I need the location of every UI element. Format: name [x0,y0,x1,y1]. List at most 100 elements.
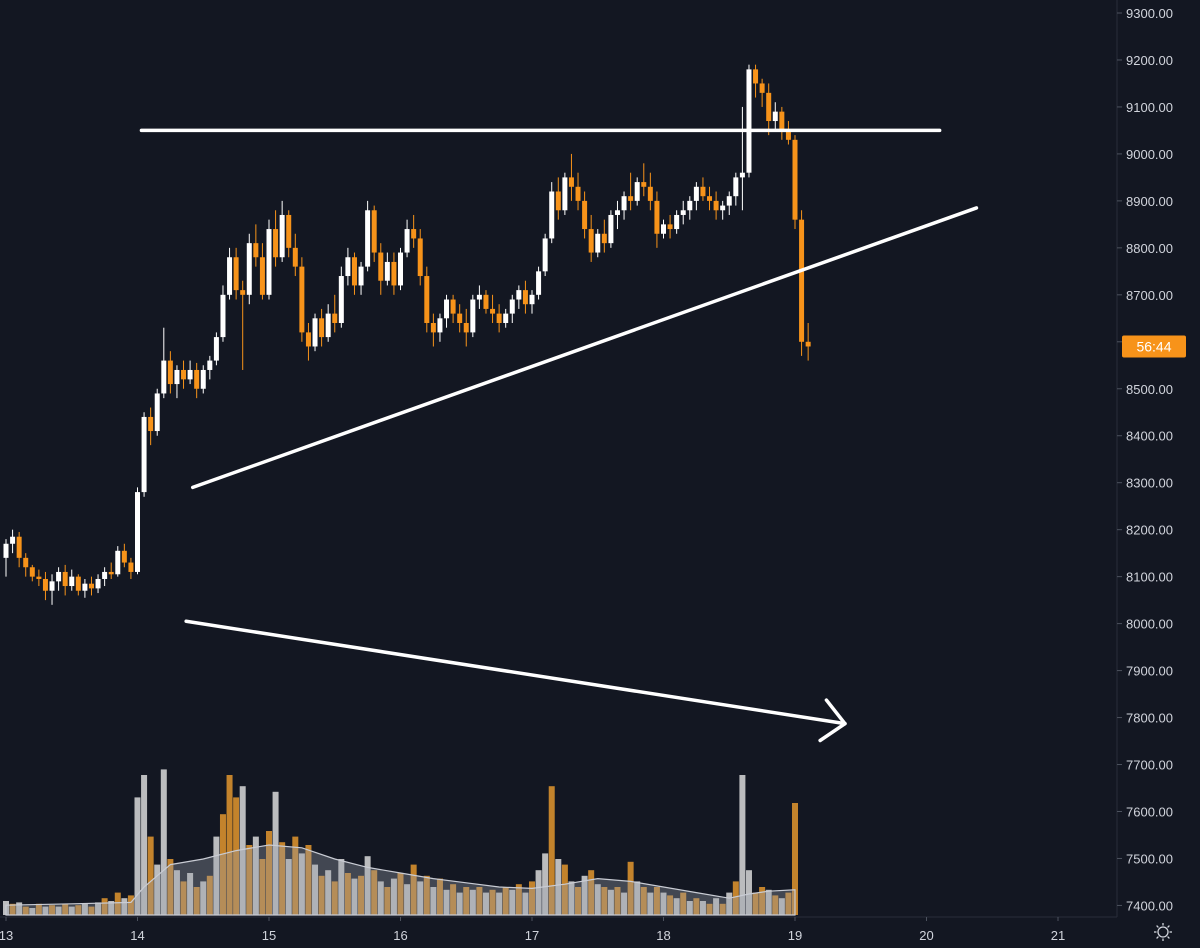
candle [503,308,509,328]
volume-bar [279,842,286,915]
candle [720,200,726,220]
volume-bar [699,901,706,915]
candle [700,177,706,201]
candle-body [779,111,785,131]
candle-body [490,308,496,314]
candle [345,247,351,286]
candle-body [305,332,311,347]
candle-body [799,219,805,342]
candle-body [457,313,463,324]
candle [10,529,16,554]
candle [568,153,574,201]
price-axis[interactable]: 9300.00 9200.00 9100.00 9000.00 8900.00 8800.… [1117,6,1173,913]
volume-bar [496,892,503,915]
volume-ma-area [5,844,796,916]
rising-trendline-line[interactable] [190,206,979,490]
candle [207,355,213,380]
settings-icon[interactable] [1154,923,1172,941]
candle-body [194,369,200,389]
candle-series [3,64,811,605]
arrow-head[interactable] [818,698,847,743]
candle [536,266,542,300]
volume-bar [173,870,180,915]
candle-body [108,571,114,575]
volume-bar [351,878,358,915]
volume-bar [529,881,535,915]
candle-body [56,571,62,582]
candle [654,191,660,248]
candle-body [733,177,739,197]
candle [601,219,607,253]
candle [614,200,620,230]
candle-body [141,416,147,493]
candle-body [351,257,357,286]
candle-body [463,323,469,333]
candle-body [509,299,515,314]
candle-body [233,257,239,291]
candle-body [621,196,627,211]
price-tick-label: 7700.00 [1126,758,1173,773]
candle [726,191,732,215]
candle-body [135,492,140,572]
candle [516,285,522,309]
candle [338,266,344,328]
candle-body [240,290,246,295]
volume-bar [575,887,582,915]
candle-body [279,214,285,258]
candle [621,191,627,220]
candle-body [266,229,272,295]
candle-body [273,229,279,258]
candle [634,177,640,206]
time-axis[interactable]: 13 14 15 16 17 18 19 20 21 [0,917,1065,943]
candle [496,304,502,333]
candle-body [115,550,121,575]
volume-bar [588,870,595,915]
candle [417,229,423,286]
candle [404,219,410,258]
candle [36,569,42,587]
candle [319,308,325,347]
volume-bar [219,814,226,915]
candle-body [49,581,55,591]
price-tick-label: 7800.00 [1126,711,1173,726]
volume-bar [673,898,680,915]
candle-body [167,360,173,385]
time-tick-label: 13 [0,928,13,943]
candle-body [647,186,653,201]
candle-body [95,578,101,589]
volume-bar [49,905,56,915]
candle-body [187,369,193,380]
volume-bar [667,895,674,915]
candle [753,64,759,98]
candle [200,365,206,394]
volume-bar [693,898,700,915]
candle-body [259,257,265,295]
down-arrow-line[interactable] [184,619,847,726]
volume-bar [121,898,128,915]
volume-bar [9,903,16,915]
candle [187,360,193,385]
time-tick-label: 14 [130,928,144,943]
candle [292,233,298,277]
candle [411,214,417,248]
candle [141,412,147,497]
candle-body [121,550,127,563]
volume-bar [686,901,693,915]
volume-bar [535,870,542,915]
candle [628,172,634,211]
volume-bar [206,875,213,915]
time-tick-label: 20 [919,928,933,943]
candle-body [128,562,134,572]
candle-body [674,214,680,230]
candle-body [181,369,187,380]
volume-bar [706,903,713,915]
volume-bar [627,861,634,915]
volume-bar [417,881,424,915]
candle-body [82,583,88,591]
volume-bar [759,887,766,915]
volume-bar [160,769,167,915]
volume-bar [713,898,720,915]
drawing-tools[interactable] [139,128,979,743]
candle [430,313,436,347]
